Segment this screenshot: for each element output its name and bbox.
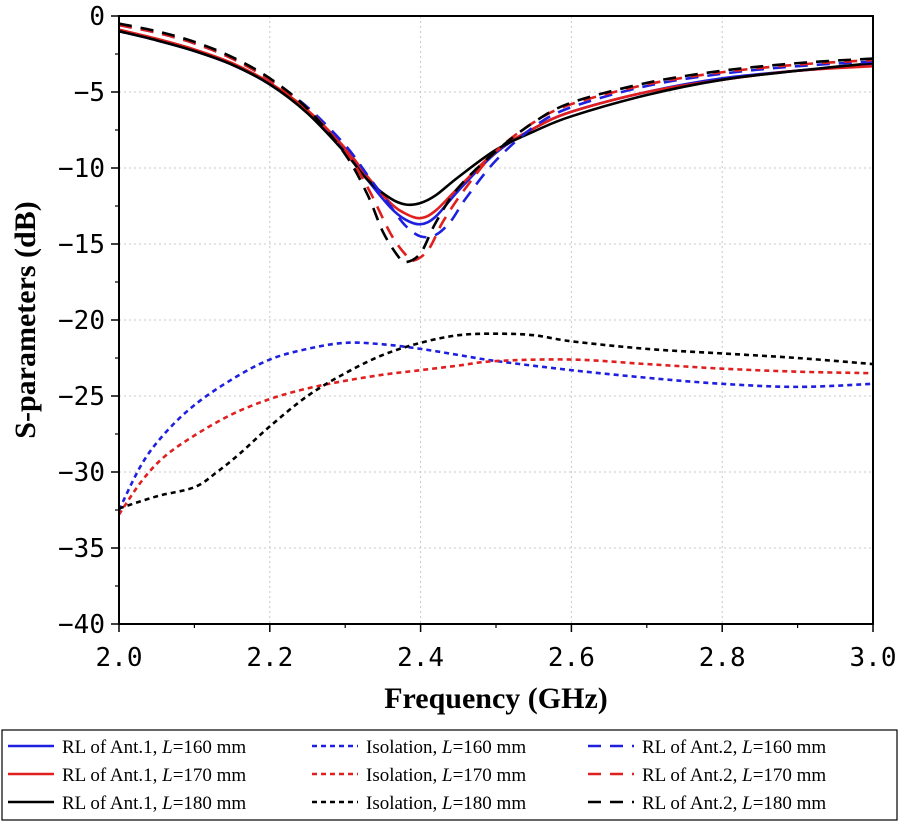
x-tick-label: 2.4 xyxy=(397,643,444,673)
legend-label: RL of Ant.1, L=170 mm xyxy=(62,765,246,786)
legend: RL of Ant.1, L=160 mm Isolation, L=160 mm… xyxy=(1,729,898,821)
legend-label: RL of Ant.2, L=180 mm xyxy=(642,793,826,814)
series-line-9 xyxy=(118,22,874,264)
y-tick-label: −25 xyxy=(58,382,105,412)
x-tick-label: 2.8 xyxy=(699,643,746,673)
legend-item: Isolation, L=170 mm xyxy=(312,765,526,786)
axis-ticks: 2.0 2.2 2.4 2.6 2.8 3.0 0 −5 −10 −15 −20 −25 −30 −35 −… xyxy=(58,2,896,673)
x-axis-title: Frequency (GHz) xyxy=(384,682,608,715)
x-tick-label: 2.2 xyxy=(246,643,293,673)
legend-item: Isolation, L=180 mm xyxy=(312,793,526,814)
legend-item: RL of Ant.1, L=170 mm xyxy=(8,765,246,786)
legend-item: RL of Ant.1, L=180 mm xyxy=(8,793,246,814)
x-tick-label: 3.0 xyxy=(850,643,897,673)
legend-item: RL of Ant.1, L=160 mm xyxy=(8,737,246,758)
y-tick-label: −10 xyxy=(58,154,105,184)
y-tick-label: −40 xyxy=(58,610,105,640)
legend-item: Isolation, L=160 mm xyxy=(312,737,526,758)
x-tick-label: 2.0 xyxy=(96,643,143,673)
legend-label: RL of Ant.1, L=160 mm xyxy=(62,737,246,758)
legend-label: Isolation, L=170 mm xyxy=(366,765,526,786)
y-tick-label: −5 xyxy=(74,78,105,108)
series-line-2 xyxy=(118,28,874,220)
y-tick-label: −20 xyxy=(58,306,105,336)
y-tick-label: −30 xyxy=(58,458,105,488)
grid xyxy=(119,16,873,624)
legend-label: RL of Ant.2, L=170 mm xyxy=(642,765,826,786)
y-tick-label: −15 xyxy=(58,230,105,260)
legend-item: RL of Ant.2, L=160 mm xyxy=(588,737,826,758)
legend-label: Isolation, L=180 mm xyxy=(366,793,526,814)
x-tick-label: 2.6 xyxy=(548,643,595,673)
y-tick-label: 0 xyxy=(89,2,105,32)
series-line-5 xyxy=(117,358,874,516)
legend-item: RL of Ant.2, L=180 mm xyxy=(588,793,826,814)
series-line-4 xyxy=(117,341,874,511)
series-lines xyxy=(117,22,874,516)
legend-label: Isolation, L=160 mm xyxy=(366,737,526,758)
series-line-8 xyxy=(118,23,874,263)
legend-label: RL of Ant.1, L=180 mm xyxy=(62,793,246,814)
legend-label: RL of Ant.2, L=160 mm xyxy=(642,737,826,758)
legend-item: RL of Ant.2, L=170 mm xyxy=(588,765,826,786)
series-line-1 xyxy=(118,29,874,226)
legend-box xyxy=(1,729,898,821)
y-tick-label: −35 xyxy=(58,534,105,564)
y-axis-title: S-parameters (dB) xyxy=(9,201,42,438)
series-line-3 xyxy=(118,29,874,207)
